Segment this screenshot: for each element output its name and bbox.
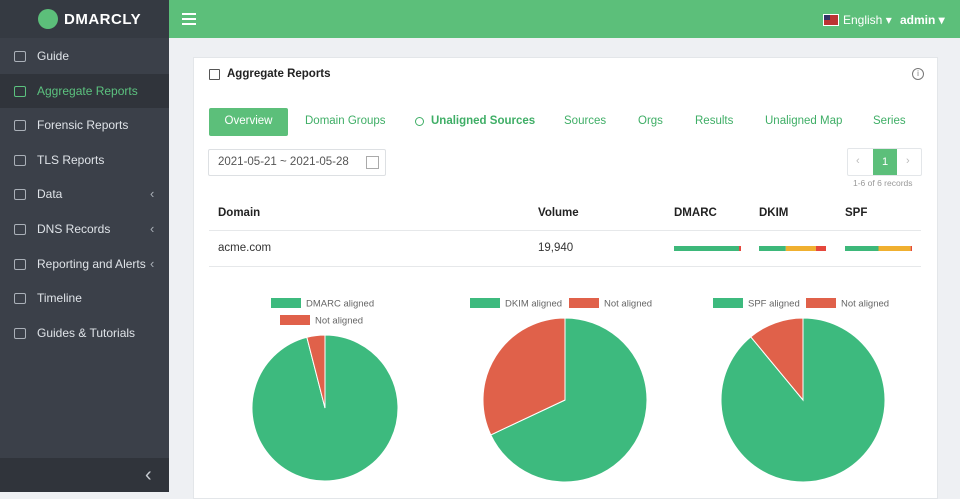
pagination: ‹ 1 › [847,148,922,176]
nav-icon [14,154,26,166]
info-icon[interactable]: i [912,68,924,80]
language-select[interactable]: English ▾ [843,13,892,27]
pie-slice [482,317,566,436]
brand-name: DMARCLY [64,11,142,28]
legend-swatch [271,298,301,308]
submenu-caret: ‹ [150,186,155,202]
legend-label: Not aligned [315,316,363,327]
status-bar-segment [738,246,741,251]
legend-label: DKIM aligned [505,299,562,310]
nav-item[interactable]: Reporting and Alerts ‹ [0,247,169,281]
language: English [843,13,883,27]
nav-icon [14,327,26,339]
tab[interactable]: Sources [564,115,607,127]
nav-label: Guide [37,49,70,63]
legend-label: DMARC aligned [306,299,374,310]
next-page[interactable]: › [906,155,910,167]
tab[interactable]: Orgs [638,115,663,127]
panel-icon [209,69,220,80]
nav-icon [14,293,26,305]
pagination-summary: 1-6 of 6 records [853,178,913,188]
row-divider [209,230,921,231]
user-menu[interactable]: admin ▾ [900,13,945,27]
column-header: Volume [538,207,579,219]
nav-item[interactable]: DNS Records ‹ [0,212,169,246]
prev-page[interactable]: ‹ [856,155,860,167]
nav-label: Data [37,187,63,202]
tab[interactable]: Results [695,115,734,127]
status-bar-segment [785,246,816,251]
legend-swatch [569,298,599,308]
nav-icon [14,258,26,270]
nav-item[interactable]: Guides & Tutorials [0,316,169,350]
calendar-icon [366,156,379,169]
date-range: 2021-05-21 ~ 2021-05-28 [218,156,349,168]
status-bar-segment [674,246,739,251]
legend-swatch [280,315,310,325]
nav-label: Timeline [37,291,82,306]
flag [823,14,839,26]
legend-swatch [713,298,743,308]
page-number[interactable]: 1 [873,149,897,175]
nav-item[interactable]: TLS Reports [0,143,169,177]
legend-label: Not aligned [841,299,889,310]
tab[interactable]: Series [873,115,906,127]
column-header: Domain [218,207,261,219]
nav-icon [14,224,26,235]
tab[interactable]: Unaligned Sources [431,115,536,127]
tab-icon [415,117,424,126]
tab-active-bg [209,108,288,136]
panel-title: Aggregate Reports [227,68,331,80]
legend-swatch [806,298,836,308]
nav-item[interactable]: Forensic Reports [0,108,169,142]
legend-label: SPF aligned [748,299,800,310]
logo [38,9,58,29]
pie-slice [490,317,648,483]
status-bar-segment [878,246,911,251]
nav-icon [14,85,26,97]
submenu-caret: ‹ [150,221,155,236]
date-picker[interactable]: 2021-05-21 ~ 2021-05-28 [208,149,386,176]
nav-icon [14,51,26,62]
brand-bar: DMARCLY [0,0,169,38]
nav-icon [14,120,26,132]
status-bar-segment [815,246,826,251]
nav-label: Reporting and Alerts [37,256,146,271]
nav-item[interactable]: Aggregate Reports [0,73,169,108]
submenu-caret: ‹ [150,255,155,271]
status-bar-segment [910,246,912,251]
user: admin [900,13,936,27]
nav-item[interactable]: Data ‹ [0,177,169,211]
domain-cell[interactable]: acme.com [218,242,272,254]
volume-cell: 19,940 [538,242,574,254]
status-bar-segment [845,246,879,251]
nav-item[interactable]: Timeline [0,281,169,315]
column-header: DMARC [674,207,717,219]
nav-label: DNS Records [37,222,111,236]
nav-label: Forensic Reports [37,118,129,133]
status-bar-segment [759,246,786,251]
column-header: DKIM [759,207,789,219]
nav-label: Guides & Tutorials [37,325,136,340]
legend-label: Not aligned [604,299,652,310]
nav-icon [14,189,26,201]
tab[interactable]: Overview [224,115,273,127]
nav-label: TLS Reports [37,152,105,167]
pie-slice [306,334,326,409]
menu-toggle[interactable] [182,13,196,25]
pie-slice [750,317,804,402]
nav-label: Aggregate Reports [37,83,138,98]
tab[interactable]: Unaligned Map [765,115,843,127]
topbar: English ▾ admin ▾ [169,0,960,38]
tab[interactable]: Domain Groups [305,115,386,127]
column-header: SPF [845,207,868,219]
collapse-button[interactable]: ‹ [0,458,169,492]
row-divider [209,266,921,267]
legend-swatch [470,298,500,308]
nav-item[interactable]: Guide [0,39,169,73]
